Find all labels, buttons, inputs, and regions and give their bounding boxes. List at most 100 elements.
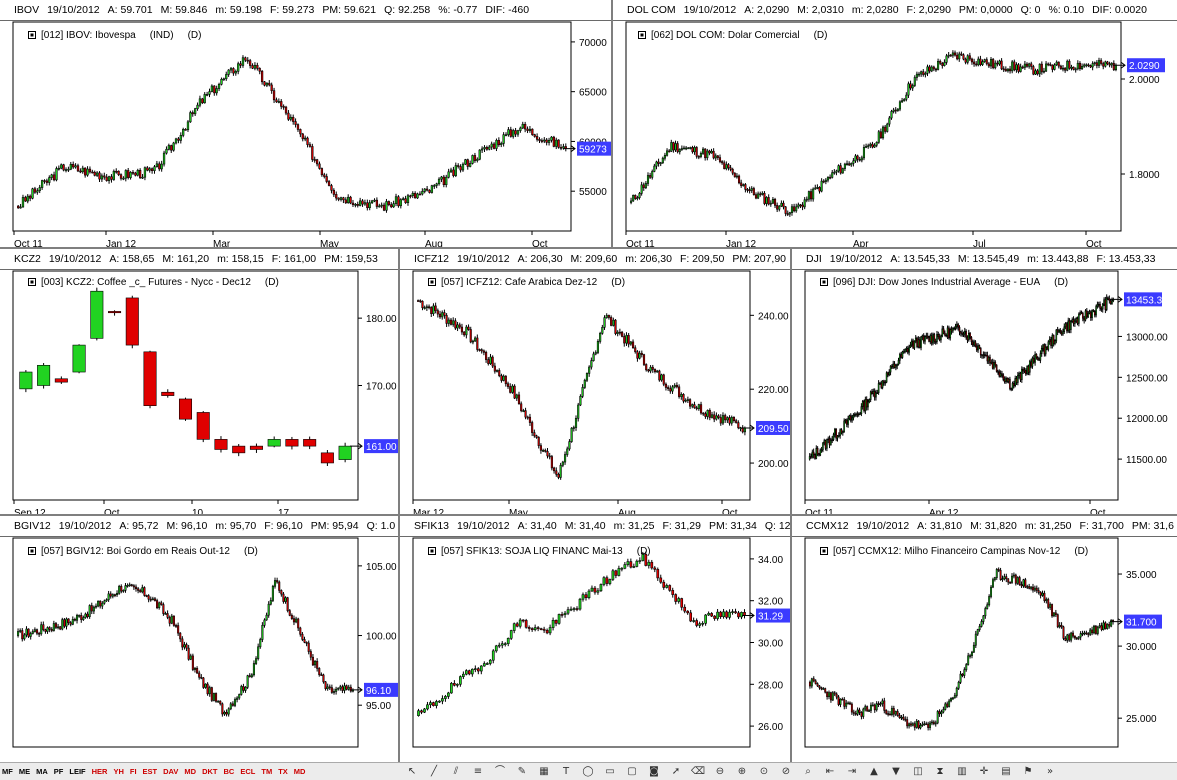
interval-icon[interactable]: ⧗ [936, 765, 944, 777]
indicator-button[interactable]: YH [113, 766, 124, 776]
indicator-button[interactable]: ME [18, 766, 31, 776]
candle-body [1104, 622, 1107, 629]
delete-icon[interactable]: ⌫ [690, 765, 706, 777]
scroll-end-icon[interactable]: ⇥ [847, 765, 857, 777]
chart-legend[interactable]: [062] DOL COM: Dolar Comercial (D) [638, 30, 827, 41]
indicator-button[interactable]: DKT [202, 766, 218, 776]
chart-panel-sfik13[interactable]: SFIK13 19/10/2012 A: 31,40 M: 31,40 m: 31,25… [400, 516, 790, 762]
zoom-reset-icon[interactable]: ⊙ [759, 765, 769, 777]
candle-body [452, 169, 455, 176]
arc-icon[interactable]: ⌒ [495, 765, 505, 777]
chart-legend[interactable]: [003] KCZ2: Coffee _c_ Futures - Nycc - … [28, 277, 279, 288]
chart-panel-icfz12[interactable]: ICFZ12 19/10/2012 A: 206,30 M: 209,60 m: 206… [400, 249, 790, 514]
fibonacci-icon[interactable]: ≡ [473, 765, 483, 777]
indicator-button[interactable]: TM [261, 766, 273, 776]
indicator-button[interactable]: FI [129, 766, 137, 776]
plot-area[interactable] [412, 537, 751, 748]
indicator-button[interactable]: ECL [240, 766, 256, 776]
candle-body [244, 686, 247, 691]
indicator-button[interactable]: PF [53, 766, 64, 776]
candle-body [944, 332, 946, 336]
panel-divider[interactable] [398, 249, 400, 762]
plot-area[interactable] [804, 537, 1119, 748]
candle-body [98, 172, 101, 180]
zoom-cancel-icon[interactable]: ⊘ [781, 765, 791, 777]
quote-mn: m: 2,0280 [851, 4, 899, 16]
indicator-button[interactable]: BC [223, 766, 235, 776]
down-icon[interactable]: ▼ [892, 765, 900, 777]
panel-divider[interactable] [0, 247, 1177, 249]
candle-body [552, 136, 555, 147]
alert-icon[interactable]: ⚑ [1023, 765, 1033, 777]
indicator-button[interactable]: HER [91, 766, 108, 776]
zoom-out-icon[interactable]: ⊖ [715, 765, 725, 777]
chart-legend[interactable]: [057] CCMX12: Milho Financeiro Campinas … [820, 546, 1088, 557]
candle-body [517, 394, 521, 405]
period-icon[interactable]: ◫ [913, 765, 923, 777]
plot-area[interactable] [12, 21, 572, 232]
plot-area[interactable] [804, 270, 1119, 501]
indicator-button[interactable]: MA [36, 766, 48, 776]
chart-panel-ibov[interactable]: IBOV 19/10/2012 A: 59.701 M: 59.846 m: 59.19… [0, 0, 611, 247]
chart-panel-dji[interactable]: DJI 19/10/2012 A: 13.545,33 M: 13.545,49 m: … [792, 249, 1177, 514]
candle-body [653, 165, 656, 172]
plot-area[interactable] [12, 270, 359, 501]
chart-legend[interactable]: [057] ICFZ12: Cafe Arabica Dez-12 (D) [428, 277, 625, 288]
candle-body [530, 628, 534, 631]
find-icon[interactable]: ⌕ [805, 765, 811, 777]
bars-icon[interactable]: ▤ [1001, 765, 1011, 777]
chart-legend[interactable]: [057] SFIK13: SOJA LIQ FINANC Mai-13 (D) [428, 546, 651, 557]
chart-legend[interactable]: [012] IBOV: Ibovespa (IND) (D) [28, 30, 201, 41]
chart-panel-bgiv12[interactable]: BGIV12 19/10/2012 A: 95,72 M: 96,10 m: 95,70… [0, 516, 398, 762]
chart-legend[interactable]: [057] BGIV12: Boi Gordo em Reais Out-12(… [28, 546, 258, 557]
indicator-button[interactable]: MD [184, 766, 197, 776]
candle-body [210, 85, 214, 92]
cursor-icon[interactable]: ↖ [407, 765, 417, 777]
panel-divider[interactable] [790, 249, 792, 762]
ellipse-icon[interactable]: ◯ [582, 765, 594, 777]
candle-body [476, 668, 480, 672]
line-icon[interactable]: ╱ [430, 765, 438, 777]
volume-icon[interactable]: ▥ [957, 765, 967, 777]
arrow-icon[interactable]: ➚ [671, 765, 681, 777]
pencil-icon[interactable]: ✎ [517, 765, 527, 777]
indicator-button[interactable]: TX [278, 766, 288, 776]
candle-body [715, 415, 718, 420]
up-icon[interactable]: ▲ [870, 765, 878, 777]
roundrect-icon[interactable]: ▢ [627, 765, 637, 777]
candle-body [860, 157, 863, 161]
indicator-button[interactable]: LEIF [69, 766, 86, 776]
grid-icon[interactable]: ▦ [539, 765, 549, 777]
panel-divider[interactable] [0, 514, 1177, 516]
chart-panel-ccmx12[interactable]: CCMX12 19/10/2012 A: 31,810 M: 31,820 m: 31,… [792, 516, 1177, 762]
plot-area[interactable] [625, 21, 1122, 232]
more-icon[interactable]: » [1046, 765, 1054, 777]
indicator-button[interactable]: EST [142, 766, 158, 776]
scroll-start-icon[interactable]: ⇤ [825, 765, 835, 777]
chart-panel-kcz2[interactable]: KCZ2 19/10/2012 A: 158,65 M: 161,20 m: 158,1… [0, 249, 398, 514]
plot-area[interactable] [12, 537, 359, 748]
panel-divider[interactable] [611, 0, 613, 247]
rectangle-icon[interactable]: ▭ [605, 765, 615, 777]
indicator-button[interactable]: DAV [163, 766, 179, 776]
candle-body [533, 627, 537, 631]
speech-icon[interactable]: ◙ [649, 765, 659, 777]
indicator-button[interactable]: MF [2, 766, 13, 776]
plot-area[interactable] [412, 270, 751, 501]
chart-panel-dolcom[interactable]: DOL COM 19/10/2012 A: 2,0290 M: 2,0310 m: 2,… [613, 0, 1177, 247]
crosshair-icon[interactable]: ✛ [979, 765, 989, 777]
channel-icon[interactable]: ⫽ [453, 765, 459, 777]
zoom-in-icon[interactable]: ⊕ [737, 765, 747, 777]
candle-body [893, 363, 896, 368]
chart-legend[interactable]: [096] DJI: Dow Jones Industrial Average … [820, 277, 1068, 288]
indicator-button[interactable]: MD [293, 766, 306, 776]
text-icon[interactable]: T [562, 765, 570, 777]
